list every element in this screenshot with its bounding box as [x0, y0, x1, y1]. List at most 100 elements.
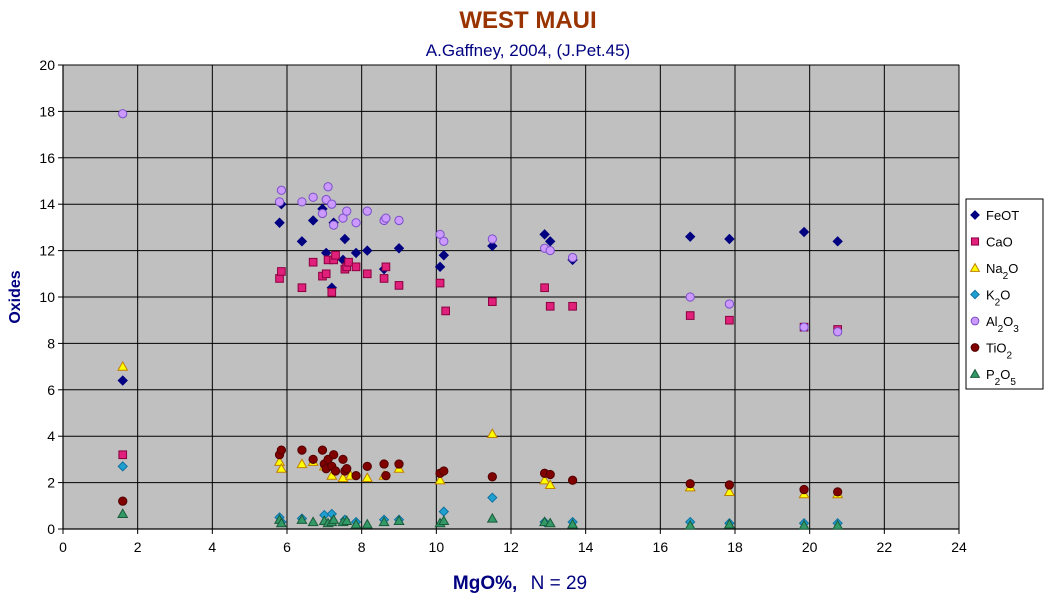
data-point-p2o5 [275, 517, 287, 528]
data-point-na2o [275, 462, 287, 473]
data-point-k2o [117, 461, 128, 472]
legend-label-tio2: TiO2 [986, 341, 1012, 362]
data-point-na2o [273, 455, 286, 466]
data-point-cao [331, 250, 340, 260]
data-point-al2o3 [327, 199, 337, 209]
data-point-al2o3 [276, 185, 287, 195]
x-tick-label: 22 [877, 539, 893, 555]
data-point-feot [544, 236, 556, 247]
x-tick-label: 14 [578, 539, 594, 555]
data-point-feot [296, 236, 308, 247]
data-point-al2o3 [317, 208, 328, 219]
data-point-al2o3 [435, 229, 445, 240]
data-point-al2o3 [297, 197, 307, 207]
data-point-tio2 [317, 445, 328, 455]
data-point-al2o3 [799, 322, 809, 332]
data-point-na2o [544, 479, 556, 490]
data-point-na2o [539, 474, 551, 485]
data-point-na2o [117, 360, 129, 371]
data-point-p2o5 [798, 519, 810, 530]
data-point-al2o3 [833, 327, 843, 337]
x-tick-label: 4 [208, 539, 216, 555]
data-point-tio2 [276, 445, 287, 455]
data-point-tio2 [799, 484, 809, 495]
x-tick-label: 0 [59, 539, 67, 555]
y-axis-ticks: 0 2 4 6 8 10 12 14 16 18 20 [39, 57, 63, 537]
data-point-al2o3 [567, 252, 578, 263]
data-point-cao [540, 283, 549, 293]
data-point-al2o3 [323, 182, 333, 192]
data-point-feot [724, 233, 735, 245]
data-point-cao [362, 269, 372, 279]
data-point-tio2 [545, 469, 555, 480]
data-point-cao [118, 450, 128, 460]
legend-label-na2o: Na2O [986, 261, 1018, 282]
x-tick-label: 16 [653, 539, 669, 555]
data-point-k2o [487, 492, 498, 503]
y-tick-label: 18 [39, 103, 55, 119]
y-tick-label: 6 [47, 382, 55, 398]
data-point-al2o3 [394, 215, 404, 226]
data-point-feot [117, 375, 128, 386]
y-tick-label: 14 [39, 196, 55, 212]
x-tick-label: 8 [358, 539, 366, 555]
data-point-tio2 [833, 487, 843, 497]
legend-item-p2o5: P2O5 [969, 367, 1016, 388]
x-axis-title-main: MgO%, [453, 573, 517, 594]
legend-item-al2o3: Al2O3 [970, 314, 1019, 335]
x-tick-label: 6 [283, 539, 291, 555]
legend-item-cao: CaO [970, 235, 1013, 250]
data-point-p2o5 [832, 519, 844, 530]
data-point-p2o5 [341, 515, 353, 525]
data-point-cao [435, 278, 445, 288]
data-point-feot [339, 233, 351, 245]
data-point-tio2 [685, 479, 695, 489]
series-p2o5 [117, 508, 844, 530]
data-point-tio2 [379, 459, 389, 469]
chart-subtitle: A.Gaffney, 2004, (J.Pet.45) [426, 41, 630, 60]
data-point-feot [434, 261, 446, 273]
x-tick-label: 20 [802, 539, 818, 555]
data-point-p2o5 [393, 515, 405, 525]
y-tick-label: 4 [47, 428, 55, 444]
data-point-al2o3 [338, 213, 348, 223]
data-point-al2o3 [342, 206, 352, 216]
data-point-p2o5 [486, 512, 498, 523]
legend: FeOT CaO Na2O K2O Al2O3 TiO2 P2O5 [965, 198, 1044, 390]
data-point-al2o3 [545, 245, 555, 256]
data-point-tio2 [394, 459, 404, 469]
data-point-tio2 [329, 450, 339, 460]
data-point-p2o5 [117, 508, 129, 519]
y-tick-label: 20 [39, 57, 55, 73]
legend-marker-p2o5 [969, 368, 981, 378]
data-point-cao [685, 311, 695, 320]
data-point-feot [350, 247, 362, 259]
data-point-tio2 [308, 454, 318, 465]
data-point-p2o5 [296, 513, 308, 524]
x-tick-label: 10 [429, 539, 445, 555]
data-point-feot [362, 245, 373, 256]
legend-marker-k2o [970, 289, 980, 300]
y-tick-label: 16 [39, 150, 55, 166]
data-point-tio2 [381, 471, 391, 481]
data-point-feot [274, 217, 285, 228]
data-point-al2o3 [118, 109, 128, 119]
data-point-feot [438, 250, 450, 261]
data-point-cao [297, 283, 307, 293]
data-point-feot [832, 236, 843, 247]
data-point-cao [327, 288, 337, 297]
legend-label-al2o3: Al2O3 [986, 314, 1019, 335]
legend-marker-al2o3 [970, 316, 980, 326]
x-axis-title-n: N = 29 [531, 573, 588, 594]
data-point-p2o5 [307, 516, 319, 527]
data-point-feot [798, 226, 810, 238]
data-point-tio2 [330, 466, 341, 476]
data-point-na2o [296, 458, 308, 469]
data-point-tio2 [351, 471, 361, 481]
chart-title: WEST MAUI [459, 7, 596, 34]
x-axis-title: MgO%, N = 29 [453, 573, 587, 594]
data-point-tio2 [439, 466, 449, 476]
data-point-cao [351, 262, 361, 272]
data-point-cao [379, 274, 389, 283]
